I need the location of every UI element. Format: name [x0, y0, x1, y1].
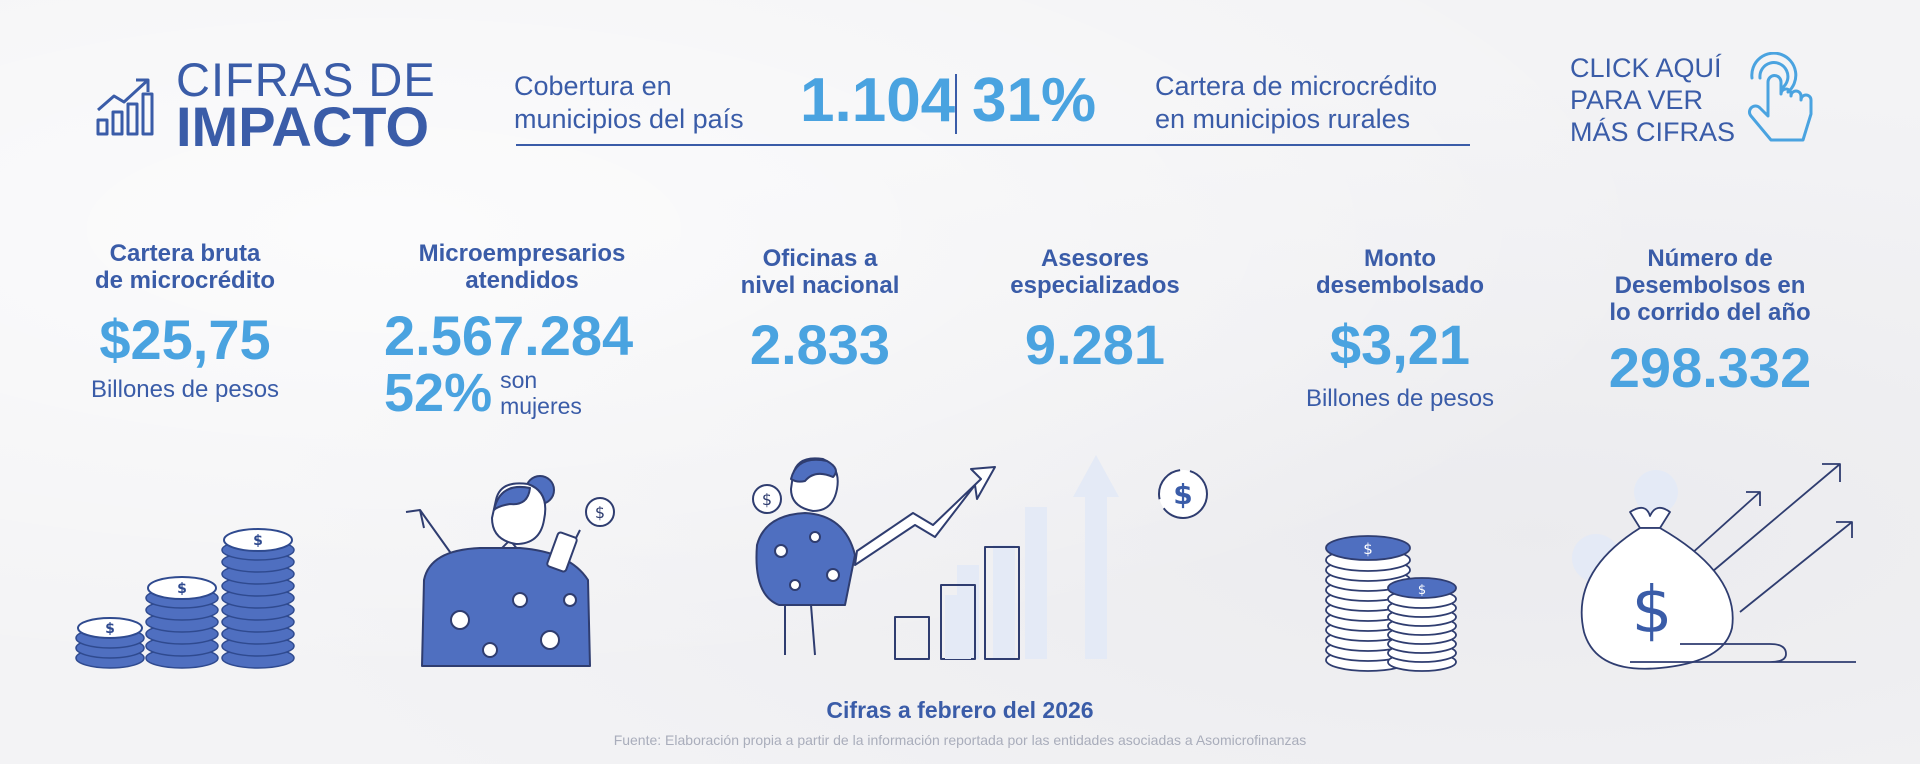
- stat-oficinas: Oficinas a nivel nacional 2.833: [720, 245, 920, 373]
- growth-chart-icon: [94, 76, 156, 138]
- coin-stacks-icon: $ $ $: [74, 522, 300, 682]
- stat-title-line: Cartera bruta: [109, 240, 261, 267]
- stat-cartera: Cartera bruta de microcrédito $25,75 Bil…: [60, 240, 310, 404]
- money-bag-arrows-icon: $: [1560, 462, 1856, 680]
- svg-text:$: $: [177, 581, 187, 597]
- header-rule: [516, 144, 1470, 146]
- stat-value-microempresarios: 2.567.284: [384, 304, 634, 367]
- stat-title-microempresarios: Microempresarios atendidos: [372, 240, 672, 294]
- stat-title-line: atendidos: [465, 267, 579, 294]
- footer-title: Cifras a febrero del 2026: [826, 697, 1094, 723]
- cta-line1: CLICK AQUÍ: [1570, 53, 1722, 83]
- stat-microempresarios: Microempresarios atendidos 2.567.284 52%…: [372, 240, 672, 420]
- rural-label: Cartera de microcrédito en municipios ru…: [1155, 70, 1495, 136]
- page-title-line1: CIFRAS DE: [176, 53, 436, 106]
- stat-title-line: especializados: [1010, 272, 1180, 299]
- more-figures-link[interactable]: CLICK AQUÍ PARA VER MÁS CIFRAS: [1570, 52, 1735, 148]
- stat-title-oficinas: Oficinas a nivel nacional: [720, 245, 920, 299]
- women-pct: 52%: [384, 363, 493, 423]
- page-title-line2: IMPACTO: [176, 95, 430, 158]
- svg-text:$: $: [1632, 574, 1673, 648]
- stat-unit-cartera: Billones de pesos: [90, 376, 280, 403]
- stat-value-oficinas: 2.833: [749, 313, 891, 376]
- svg-text:$: $: [1363, 540, 1373, 558]
- stat-title-line: Desembolsos en: [1614, 272, 1806, 299]
- tap-hand-icon[interactable]: [1740, 52, 1832, 150]
- stat-title-line: Microempresarios: [418, 240, 626, 267]
- women-share: 52% son mujeres: [372, 366, 672, 420]
- woman-phone-icon: $: [400, 470, 625, 670]
- coverage-label-line2: municipios del país: [514, 104, 744, 134]
- stat-desembolsos: Número de Desembolsos en lo corrido del …: [1580, 245, 1840, 396]
- svg-text:$: $: [105, 621, 115, 637]
- page-title: CIFRAS DE IMPACTO: [176, 56, 436, 155]
- stat-value-cartera: $25,75: [99, 308, 271, 371]
- cta-line2: PARA VER: [1570, 85, 1704, 115]
- stat-title-line: Número de: [1647, 245, 1773, 272]
- stat-value-desembolsos: 298.332: [1608, 336, 1812, 399]
- coin-stacks-pair-icon: $ $: [1320, 530, 1460, 675]
- stat-unit-monto: Billones de pesos: [1305, 385, 1495, 412]
- stat-title-line: Asesores: [1040, 245, 1150, 272]
- stat-title-cartera: Cartera bruta de microcrédito: [60, 240, 310, 294]
- svg-text:$: $: [762, 490, 772, 509]
- stat-title-line: de microcrédito: [94, 267, 276, 294]
- stat-value-asesores: 9.281: [1024, 313, 1166, 376]
- coverage-label-line1: Cobertura en: [514, 71, 672, 101]
- header-divider: [955, 74, 957, 134]
- coverage-label: Cobertura en municipios del país: [514, 70, 804, 136]
- coverage-value: 1.104: [800, 66, 956, 135]
- stat-title-line: lo corrido del año: [1609, 299, 1811, 326]
- svg-text:$: $: [253, 533, 263, 549]
- stat-title-line: Oficinas a: [762, 245, 878, 272]
- stat-title-line: nivel nacional: [740, 272, 900, 299]
- cta-line3: MÁS CIFRAS: [1570, 117, 1736, 147]
- svg-text:$: $: [1173, 478, 1192, 511]
- stat-title-line: desembolsado: [1315, 272, 1485, 299]
- rural-pct-value: 31%: [972, 66, 1097, 135]
- stat-monto: Monto desembolsado $3,21 Billones de pes…: [1290, 245, 1510, 413]
- stat-title-asesores: Asesores especializados: [990, 245, 1200, 299]
- stat-value-monto: $3,21: [1329, 313, 1471, 376]
- women-text-line1: son: [500, 367, 538, 393]
- man-growth-chart-icon: $: [745, 455, 1125, 665]
- rural-label-line2: en municipios rurales: [1155, 104, 1411, 134]
- svg-text:$: $: [595, 503, 605, 522]
- stat-asesores: Asesores especializados 9.281: [990, 245, 1200, 373]
- footer-source: Fuente: Elaboración propia a partir de l…: [613, 732, 1307, 748]
- stat-title-desembolsos: Número de Desembolsos en lo corrido del …: [1580, 245, 1840, 326]
- women-text-line2: mujeres: [500, 393, 582, 419]
- svg-text:$: $: [1418, 583, 1426, 598]
- stat-title-line: Monto: [1364, 245, 1436, 272]
- stat-title-monto: Monto desembolsado: [1290, 245, 1510, 299]
- women-text: son mujeres: [500, 367, 582, 419]
- rural-label-line1: Cartera de microcrédito: [1155, 71, 1438, 101]
- dollar-circle-icon: $: [1155, 466, 1211, 522]
